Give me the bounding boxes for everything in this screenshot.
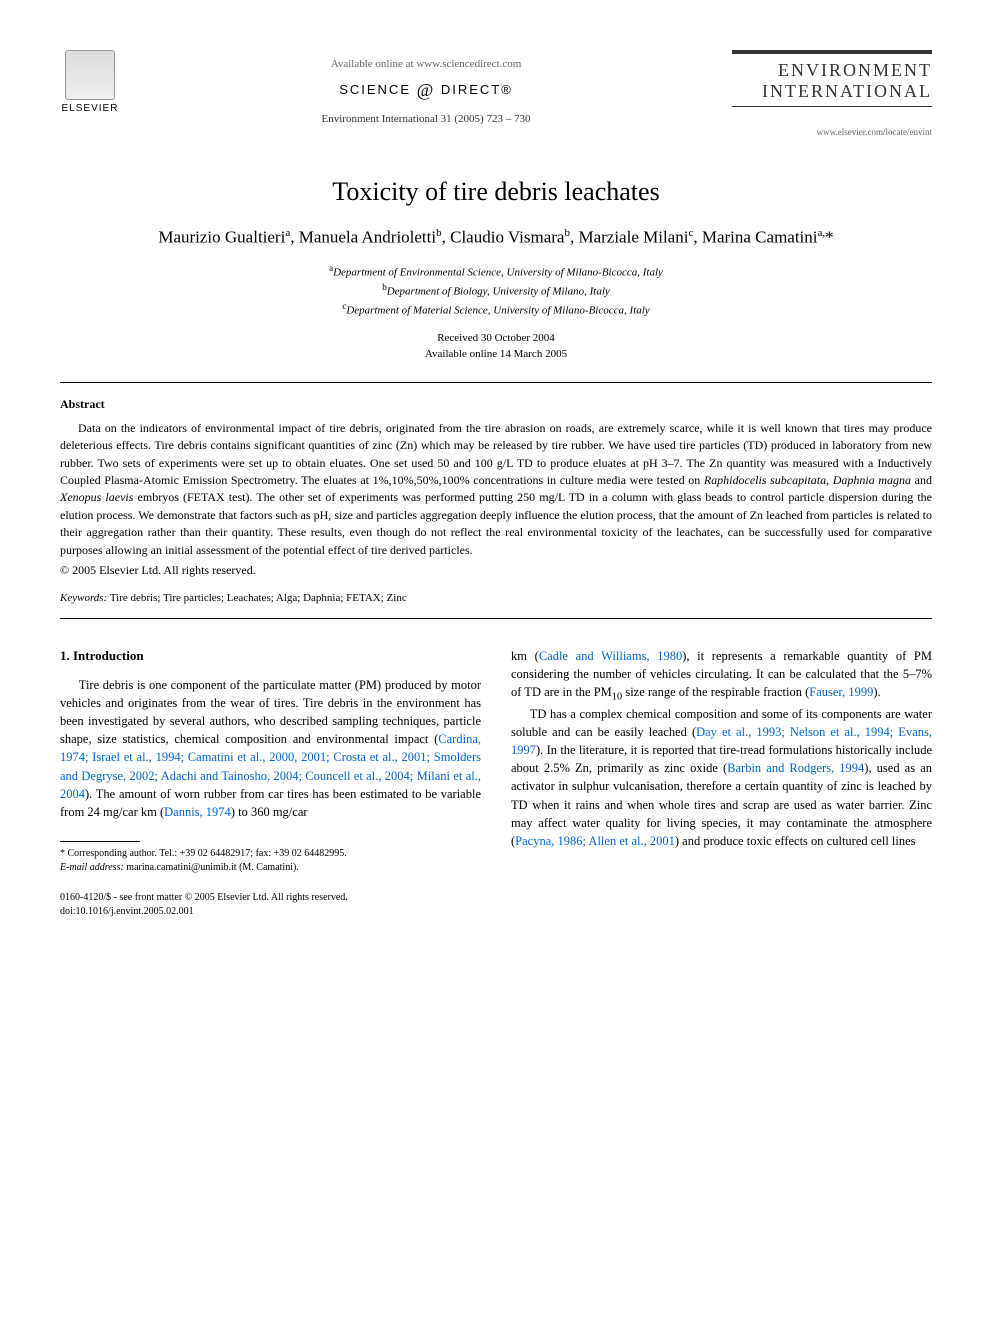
keywords-row: Keywords: Tire debris; Tire particles; L… (60, 592, 932, 604)
affiliations: aDepartment of Environmental Science, Un… (60, 262, 932, 319)
right-column: km (Cadle and Williams, 1980), it repres… (511, 647, 932, 919)
keywords-label: Keywords: (60, 592, 107, 604)
journal-citation: Environment International 31 (2005) 723 … (120, 113, 732, 125)
page-header: ELSEVIER Available online at www.science… (60, 50, 932, 137)
at-symbol-icon: @ (417, 80, 436, 100)
abstract-copyright: © 2005 Elsevier Ltd. All rights reserved… (60, 563, 932, 578)
corresponding-footnote: * Corresponding author. Tel.: +39 02 644… (60, 847, 481, 875)
affiliation-a-text: Department of Environmental Science, Uni… (333, 266, 663, 278)
email-label: E-mail address: (60, 862, 124, 873)
introduction-heading: 1. Introduction (60, 647, 481, 666)
affiliation-c: cDepartment of Material Science, Univers… (60, 300, 932, 319)
abstract-text: Data on the indicators of environmental … (60, 420, 932, 559)
online-date: Available online 14 March 2005 (60, 347, 932, 362)
received-date: Received 30 October 2004 (60, 331, 932, 346)
science-direct-logo: SCIENCE @ DIRECT® (120, 80, 732, 101)
affiliation-a: aDepartment of Environmental Science, Un… (60, 262, 932, 281)
footer-line1: 0160-4120/$ - see front matter © 2005 El… (60, 891, 481, 905)
email-address: marina.camatini@unimib.it (M. Camatini). (126, 862, 299, 873)
keywords-text: Tire debris; Tire particles; Leachates; … (110, 592, 407, 604)
footer-block: 0160-4120/$ - see front matter © 2005 El… (60, 891, 481, 919)
intro-para-2b: TD has a complex chemical composition an… (511, 705, 932, 850)
intro-para-2a: km (Cadle and Williams, 1980), it repres… (511, 647, 932, 705)
authors-list: Maurizio Gualtieria, Manuela Andrioletti… (60, 227, 932, 248)
publisher-name: ELSEVIER (60, 103, 120, 114)
science-direct-word1: SCIENCE (339, 82, 411, 97)
footnote-rule (60, 841, 140, 842)
corresponding-author: * Corresponding author. Tel.: +39 02 644… (60, 847, 481, 861)
body-columns: 1. Introduction Tire debris is one compo… (60, 647, 932, 919)
journal-url: www.elsevier.com/locate/envint (732, 127, 932, 137)
article-title: Toxicity of tire debris leachates (60, 177, 932, 207)
elsevier-logo: ELSEVIER (60, 50, 120, 120)
abstract-heading: Abstract (60, 397, 932, 412)
elsevier-tree-icon (65, 50, 115, 100)
available-online-text: Available online at www.sciencedirect.co… (120, 58, 732, 70)
footer-line2: doi:10.1016/j.envint.2005.02.001 (60, 905, 481, 919)
divider-rule (60, 382, 932, 383)
intro-para-1: Tire debris is one component of the part… (60, 676, 481, 821)
journal-name: ENVIRONMENT INTERNATIONAL (732, 50, 932, 107)
left-column: 1. Introduction Tire debris is one compo… (60, 647, 481, 919)
email-line: E-mail address: marina.camatini@unimib.i… (60, 861, 481, 875)
article-dates: Received 30 October 2004 Available onlin… (60, 331, 932, 362)
affiliation-b-text: Department of Biology, University of Mil… (387, 285, 610, 297)
affiliation-c-text: Department of Material Science, Universi… (346, 305, 649, 317)
science-direct-word2: DIRECT® (441, 82, 513, 97)
divider-rule-2 (60, 618, 932, 619)
affiliation-b: bDepartment of Biology, University of Mi… (60, 281, 932, 300)
